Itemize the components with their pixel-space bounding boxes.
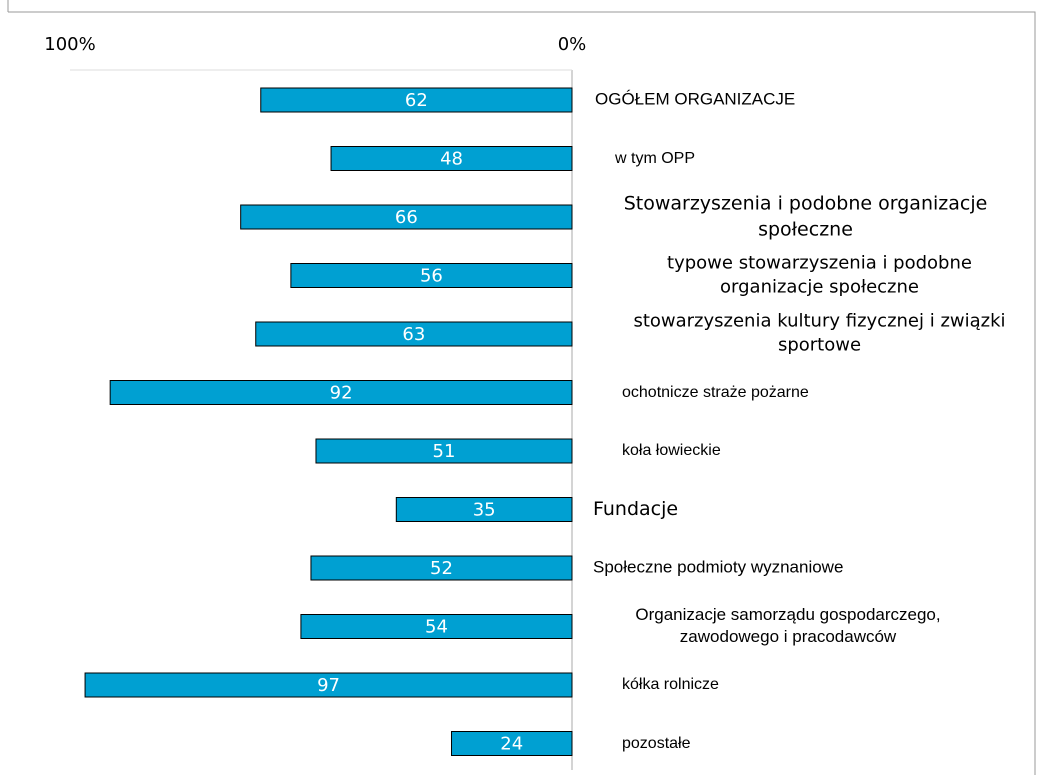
data-label: 63: [402, 324, 425, 345]
data-label: 51: [433, 441, 456, 462]
data-label: 92: [330, 383, 353, 404]
bar: [290, 263, 573, 288]
category-label: Społeczne podmioty wyznaniowe: [593, 557, 844, 577]
data-label: 52: [430, 558, 453, 579]
category-label: pozostałe: [622, 734, 691, 752]
data-label: 54: [425, 617, 448, 638]
category-label: stowarzyszenia kultury fizycznej i związ…: [633, 310, 1006, 356]
bar: [330, 146, 573, 171]
bar: [310, 555, 573, 581]
data-label: 62: [405, 90, 428, 111]
data-label: 66: [395, 207, 418, 228]
bar: [260, 87, 573, 113]
category-label: w tym OPP: [615, 149, 696, 167]
bar: [395, 497, 573, 522]
bar: [315, 438, 573, 464]
data-label: 56: [420, 266, 443, 287]
data-label: 48: [440, 149, 463, 170]
frame: [8, 11, 1036, 775]
bar: [300, 614, 573, 639]
category-label: ochotnicze straże pożarne: [622, 383, 809, 401]
bar: [240, 204, 573, 230]
category-label: Fundacje: [593, 497, 679, 520]
category-label: koła łowieckie: [622, 442, 721, 460]
x-tick-label: 100%: [44, 34, 95, 55]
data-label: 97: [317, 675, 340, 696]
category-label: OGÓŁEM ORGANIZACJE: [595, 89, 796, 109]
category-label: Stowarzyszenia i podobne organizacje spo…: [623, 192, 988, 240]
bar: [451, 731, 573, 756]
bar: [109, 380, 573, 405]
x-tick-label: 0%: [558, 34, 587, 55]
category-label: Organizacje samorządu gospodarczego, zaw…: [635, 604, 941, 647]
category-label: typowe stowarzyszenia i podobne organiza…: [667, 252, 972, 298]
bar: [255, 321, 573, 347]
data-label: 24: [500, 734, 523, 755]
category-label: kółka rolnicze: [622, 676, 719, 694]
bar: [84, 672, 573, 698]
data-label: 35: [473, 500, 496, 521]
